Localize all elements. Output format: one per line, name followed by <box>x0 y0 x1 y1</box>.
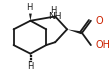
Text: OH: OH <box>96 40 111 50</box>
Text: H: H <box>26 3 33 12</box>
Text: O: O <box>96 16 103 26</box>
Text: NH: NH <box>48 12 62 21</box>
Polygon shape <box>67 29 83 34</box>
Polygon shape <box>29 14 32 21</box>
Text: H: H <box>50 5 56 15</box>
Text: H: H <box>27 62 34 71</box>
